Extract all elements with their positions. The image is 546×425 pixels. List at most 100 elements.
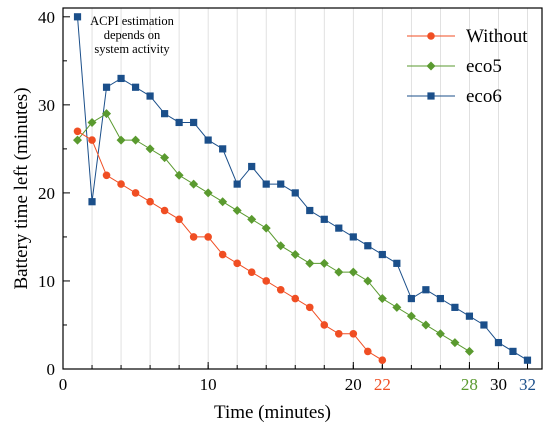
data-point <box>175 118 183 127</box>
x-tick-label: 28 <box>461 375 478 394</box>
series-layer <box>73 13 532 364</box>
legend-label: eco5 <box>466 56 502 77</box>
data-point <box>494 338 503 347</box>
series-eco5 <box>73 109 474 356</box>
data-point <box>523 356 532 364</box>
legend-item-eco5: eco5 <box>407 56 502 77</box>
data-point <box>276 285 285 294</box>
plot-frame <box>62 7 543 370</box>
data-point <box>102 109 112 119</box>
annotation-line: ACPI estimation <box>90 14 174 28</box>
y-tick-label: 0 <box>47 360 56 379</box>
annotation-line: system activity <box>94 42 170 56</box>
data-point <box>261 223 271 233</box>
data-point <box>262 277 271 285</box>
legend-label: Without <box>466 26 528 47</box>
data-point <box>117 180 125 188</box>
axis-ticks: 0 10 20 22 28 30 32 0 10 20 30 40 <box>38 8 536 394</box>
data-point <box>363 276 373 286</box>
data-point <box>233 259 241 268</box>
data-point <box>422 286 430 294</box>
data-point <box>450 338 460 348</box>
data-point <box>464 346 474 356</box>
data-point <box>146 197 154 206</box>
data-point <box>290 250 300 260</box>
data-point <box>218 250 227 259</box>
data-point <box>218 197 228 207</box>
data-point <box>480 321 488 329</box>
series-eco6 <box>73 13 532 364</box>
y-axis-label: Battery time left (minutes) <box>11 87 32 289</box>
data-point <box>320 321 329 329</box>
x-tick-label: 32 <box>519 375 536 394</box>
data-point <box>116 135 126 145</box>
data-point <box>233 180 241 188</box>
data-point <box>117 74 125 83</box>
data-point <box>73 127 82 136</box>
data-point <box>131 83 140 91</box>
data-point <box>248 162 256 171</box>
series-line <box>77 130 383 361</box>
legend: Without eco5 eco6 <box>407 26 528 107</box>
legend-item-without: Without <box>407 26 528 47</box>
grid <box>91 8 528 369</box>
data-point <box>426 61 436 71</box>
data-point <box>364 347 372 356</box>
x-tick-label: 22 <box>374 375 391 394</box>
data-point <box>378 356 387 364</box>
data-point <box>73 13 82 21</box>
data-point <box>392 302 402 312</box>
data-point <box>145 144 155 154</box>
data-point <box>146 92 154 100</box>
data-point <box>204 233 212 241</box>
data-point <box>160 206 169 215</box>
data-point <box>306 206 314 215</box>
data-point <box>73 135 83 145</box>
data-point <box>319 258 329 268</box>
data-point <box>305 303 314 312</box>
data-point <box>175 215 183 224</box>
data-point <box>451 303 459 311</box>
data-point <box>247 214 257 224</box>
data-point <box>102 83 111 91</box>
annotation-line: depends on <box>104 28 161 42</box>
data-point <box>349 233 357 241</box>
data-point <box>509 347 517 355</box>
data-point <box>335 224 343 232</box>
data-point <box>291 294 300 303</box>
data-point <box>406 311 416 321</box>
data-point <box>247 268 256 276</box>
legend-label: eco6 <box>466 86 502 107</box>
data-point <box>161 110 169 118</box>
data-point <box>377 294 387 304</box>
data-point <box>320 215 328 223</box>
series-line <box>77 16 528 361</box>
x-tick-label: 10 <box>200 375 217 394</box>
data-point <box>174 170 184 180</box>
data-point <box>203 188 213 198</box>
data-point <box>435 329 445 339</box>
data-point <box>189 179 199 189</box>
data-point <box>189 233 198 241</box>
series-line <box>77 112 470 352</box>
x-tick-label: 30 <box>490 375 507 394</box>
data-point <box>436 294 444 303</box>
y-tick-label: 10 <box>38 272 55 291</box>
data-point <box>334 329 343 338</box>
data-point <box>427 92 435 100</box>
data-point <box>88 136 96 144</box>
data-point <box>277 180 285 188</box>
data-point <box>427 32 435 40</box>
data-point <box>87 117 97 127</box>
y-tick-label: 20 <box>38 184 55 203</box>
x-tick-label: 0 <box>59 375 68 394</box>
data-point <box>190 118 198 127</box>
data-point <box>262 180 270 188</box>
data-point <box>219 145 227 153</box>
data-point <box>378 250 386 259</box>
data-point <box>407 294 415 303</box>
data-point <box>131 135 141 145</box>
x-axis-label: Time (minutes) <box>214 402 331 423</box>
data-point <box>276 241 286 251</box>
